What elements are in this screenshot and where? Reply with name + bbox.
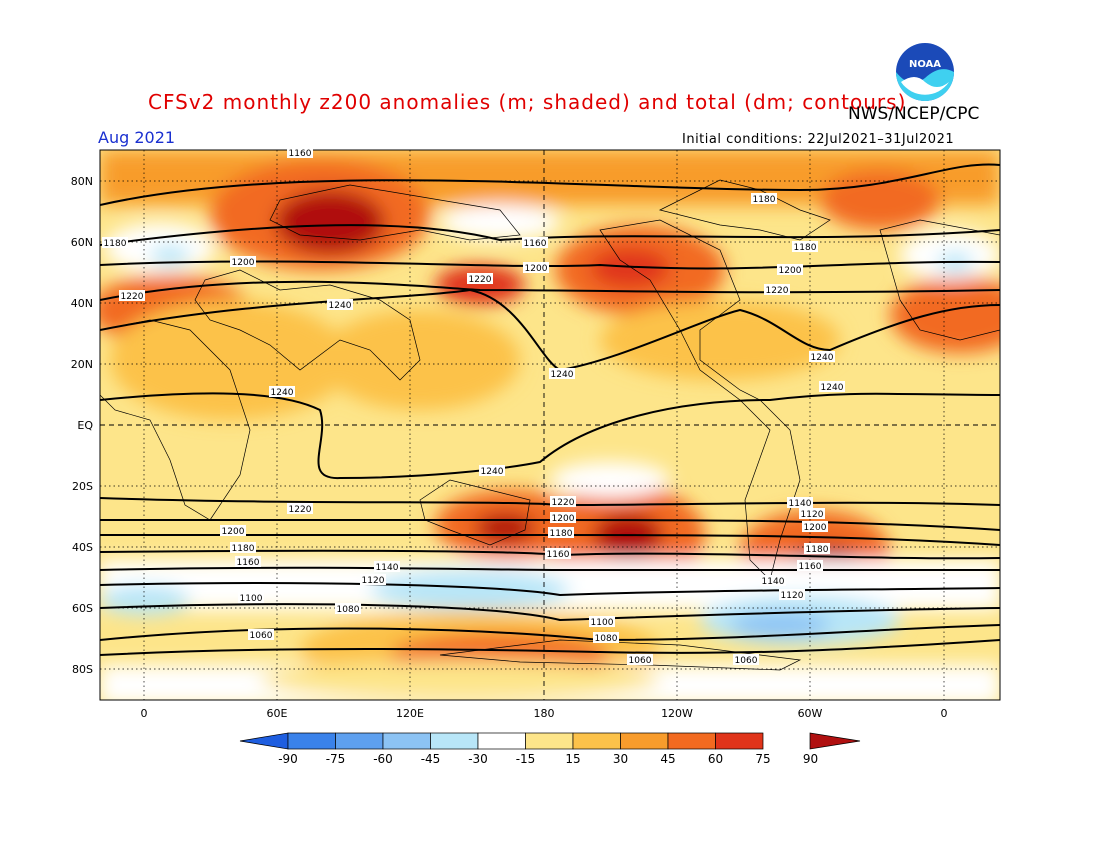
colorbar-tick-label: -90 — [278, 752, 298, 766]
map-title: CFSv2 monthly z200 anomalies (m; shaded)… — [148, 90, 907, 114]
svg-text:NOAA: NOAA — [909, 59, 941, 70]
contour-label: 1240 — [271, 388, 294, 398]
contour-label: 1200 — [222, 527, 245, 537]
contour-label: 1240 — [811, 353, 834, 363]
contour-label: 1240 — [481, 467, 504, 477]
lon-label: 180 — [534, 707, 555, 720]
contour-label: 1200 — [804, 523, 827, 533]
contour-label: 1240 — [821, 383, 844, 393]
colorbar-tick-label: -60 — [373, 752, 393, 766]
colorbar-cell — [525, 732, 574, 750]
contour-label: 1220 — [469, 275, 492, 285]
contour-label: 1140 — [376, 563, 399, 573]
contour-label: 1180 — [794, 243, 817, 253]
lat-axis: 80N 60N 40N 20N EQ 20S 40S 60S 80S — [71, 175, 94, 676]
contour-label: 1180 — [753, 195, 776, 205]
colorbar-cell — [572, 732, 621, 750]
contour-label: 1200 — [232, 258, 255, 268]
contour-label: 1160 — [524, 239, 547, 249]
contour-label: 1120 — [801, 510, 824, 520]
contour-label: 1200 — [525, 264, 548, 274]
colorbar-arrow-high — [809, 732, 861, 750]
colorbar-cell — [620, 732, 669, 750]
lat-label: EQ — [77, 419, 93, 432]
colorbar-tick-label: 60 — [708, 752, 723, 766]
contour-label: 1200 — [779, 266, 802, 276]
initial-conditions-label: Initial conditions: 22Jul2021–31Jul2021 — [682, 132, 955, 147]
lat-label: 80S — [72, 663, 93, 676]
contour-label: 1080 — [595, 634, 618, 644]
contour-label: 1100 — [240, 594, 263, 604]
colorbar-tick-label: -15 — [516, 752, 536, 766]
lon-label: 0 — [941, 707, 948, 720]
contour-label: 1220 — [766, 286, 789, 296]
contour-label: 1200 — [552, 514, 575, 524]
contour-label: 1220 — [121, 292, 144, 302]
colorbar-cell — [335, 732, 384, 750]
colorbar-tick-label: -30 — [468, 752, 488, 766]
lon-label: 120W — [661, 707, 693, 720]
contour-label: 1120 — [781, 591, 804, 601]
colorbar-tick-label: 30 — [613, 752, 628, 766]
map-frame — [99, 149, 1001, 701]
colorbar-cell — [382, 732, 431, 750]
colorbar-tick-label: 75 — [755, 752, 770, 766]
contour-label: 1160 — [799, 562, 822, 572]
contour-label: 1180 — [104, 239, 127, 249]
contour-label: 1180 — [550, 529, 573, 539]
colorbar-arrow-low — [239, 732, 289, 750]
contour-label: 1240 — [551, 370, 574, 380]
colorbar-cell — [667, 732, 716, 750]
contour-label: 1160 — [289, 149, 312, 159]
lat-label: 40S — [72, 541, 93, 554]
contour-label: 1180 — [232, 544, 255, 554]
lon-axis: 0 60E 120E 180 120W 60W 0 — [141, 707, 948, 720]
lat-label: 40N — [71, 297, 93, 310]
contour-label: 1220 — [552, 498, 575, 508]
lon-label: 120E — [396, 707, 424, 720]
contour-label: 1120 — [362, 576, 385, 586]
lat-label: 20N — [71, 358, 93, 371]
contour-labels: 1160 1180 1200 1220 1240 1240 1240 1240 … — [102, 147, 845, 666]
colorbar-tick-label: 90 — [803, 752, 818, 766]
contour-label: 1180 — [806, 545, 829, 555]
lat-label: 20S — [72, 480, 93, 493]
contour-label: 1240 — [329, 301, 352, 311]
colorbar-cell — [477, 732, 526, 750]
contour-label: 1060 — [629, 656, 652, 666]
colorbar: -90 -75 -60 -45 -30 -15 15 30 45 60 75 90 — [239, 732, 861, 766]
contour-label: 1060 — [735, 656, 758, 666]
height-contours — [100, 163, 1000, 656]
contour-label: 1160 — [547, 550, 570, 560]
noaa-logo-icon: NOAA — [896, 43, 954, 101]
colorbar-cell — [715, 732, 764, 750]
contour-label: 1100 — [591, 618, 614, 628]
colorbar-tick-label: -45 — [421, 752, 441, 766]
contour-label: 1220 — [289, 505, 312, 515]
agency-label: NWS/NCEP/CPC — [848, 104, 980, 124]
colorbar-cell — [287, 732, 336, 750]
lon-label: 60E — [267, 707, 288, 720]
anomaly-shading — [100, 150, 1000, 700]
lat-label: 60N — [71, 236, 93, 249]
colorbar-tick-label: 15 — [565, 752, 580, 766]
lat-label: 60S — [72, 602, 93, 615]
colorbar-cell — [430, 732, 479, 750]
period-label: Aug 2021 — [98, 128, 176, 147]
contour-label: 1080 — [337, 605, 360, 615]
contour-label: 1140 — [762, 577, 785, 587]
colorbar-tick-label: 45 — [660, 752, 675, 766]
lon-label: 0 — [141, 707, 148, 720]
contour-label: 1160 — [237, 558, 260, 568]
contour-label: 1140 — [789, 499, 812, 509]
colorbar-tick-label: -75 — [326, 752, 346, 766]
contour-label: 1060 — [250, 631, 273, 641]
lat-label: 80N — [71, 175, 93, 188]
lon-label: 60W — [798, 707, 823, 720]
